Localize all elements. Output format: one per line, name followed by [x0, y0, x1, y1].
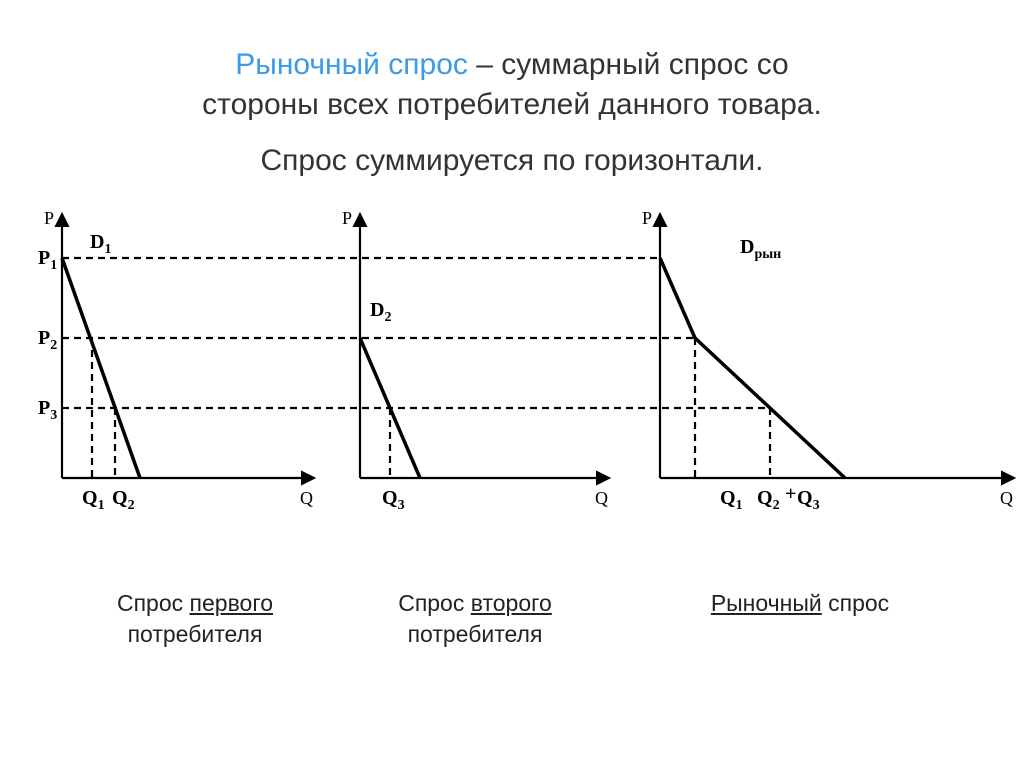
- title-line2: стороны всех потребителей данного товара…: [0, 88, 1024, 122]
- svg-text:D1: D1: [90, 231, 111, 257]
- svg-text:P: P: [44, 208, 54, 228]
- title-highlight: Рыночный спрос: [235, 48, 468, 81]
- svg-text:Q2: Q2: [757, 487, 780, 513]
- svg-text:Q3: Q3: [382, 487, 405, 513]
- svg-text:P3: P3: [38, 397, 57, 423]
- svg-text:+: +: [785, 483, 796, 505]
- chart-caption: Спрос первогопотребителя: [45, 588, 345, 650]
- svg-text:Q: Q: [1000, 488, 1013, 508]
- svg-text:Q1: Q1: [720, 487, 743, 513]
- svg-text:D2: D2: [370, 299, 391, 325]
- svg-text:Q2: Q2: [112, 487, 135, 513]
- svg-text:Q: Q: [595, 488, 608, 508]
- title-block: Рыночный спрос – суммарный спрос со стор…: [0, 0, 1024, 122]
- captions-row: Спрос первогопотребителяСпрос второгопот…: [0, 588, 1024, 668]
- chart-caption: Рыночный спрос: [650, 588, 950, 619]
- charts-svg: P1P2P3PQD1Q1Q2PQD2Q3PQDрынQ1Q2+Q3: [0, 198, 1024, 538]
- title-rest1: – суммарный спрос со: [468, 48, 789, 81]
- title-line1: Рыночный спрос – суммарный спрос со: [0, 48, 1024, 82]
- svg-text:Dрын: Dрын: [740, 236, 781, 262]
- svg-text:Q1: Q1: [82, 487, 105, 513]
- svg-text:Q3: Q3: [797, 487, 820, 513]
- charts-container: P1P2P3PQD1Q1Q2PQD2Q3PQDрынQ1Q2+Q3: [0, 198, 1024, 578]
- chart-caption: Спрос второгопотребителя: [325, 588, 625, 650]
- svg-text:P2: P2: [38, 327, 57, 353]
- subtitle: Спрос суммируется по горизонтали.: [0, 144, 1024, 178]
- svg-text:P1: P1: [38, 247, 57, 273]
- svg-text:P: P: [642, 208, 652, 228]
- svg-text:P: P: [342, 208, 352, 228]
- svg-text:Q: Q: [300, 488, 313, 508]
